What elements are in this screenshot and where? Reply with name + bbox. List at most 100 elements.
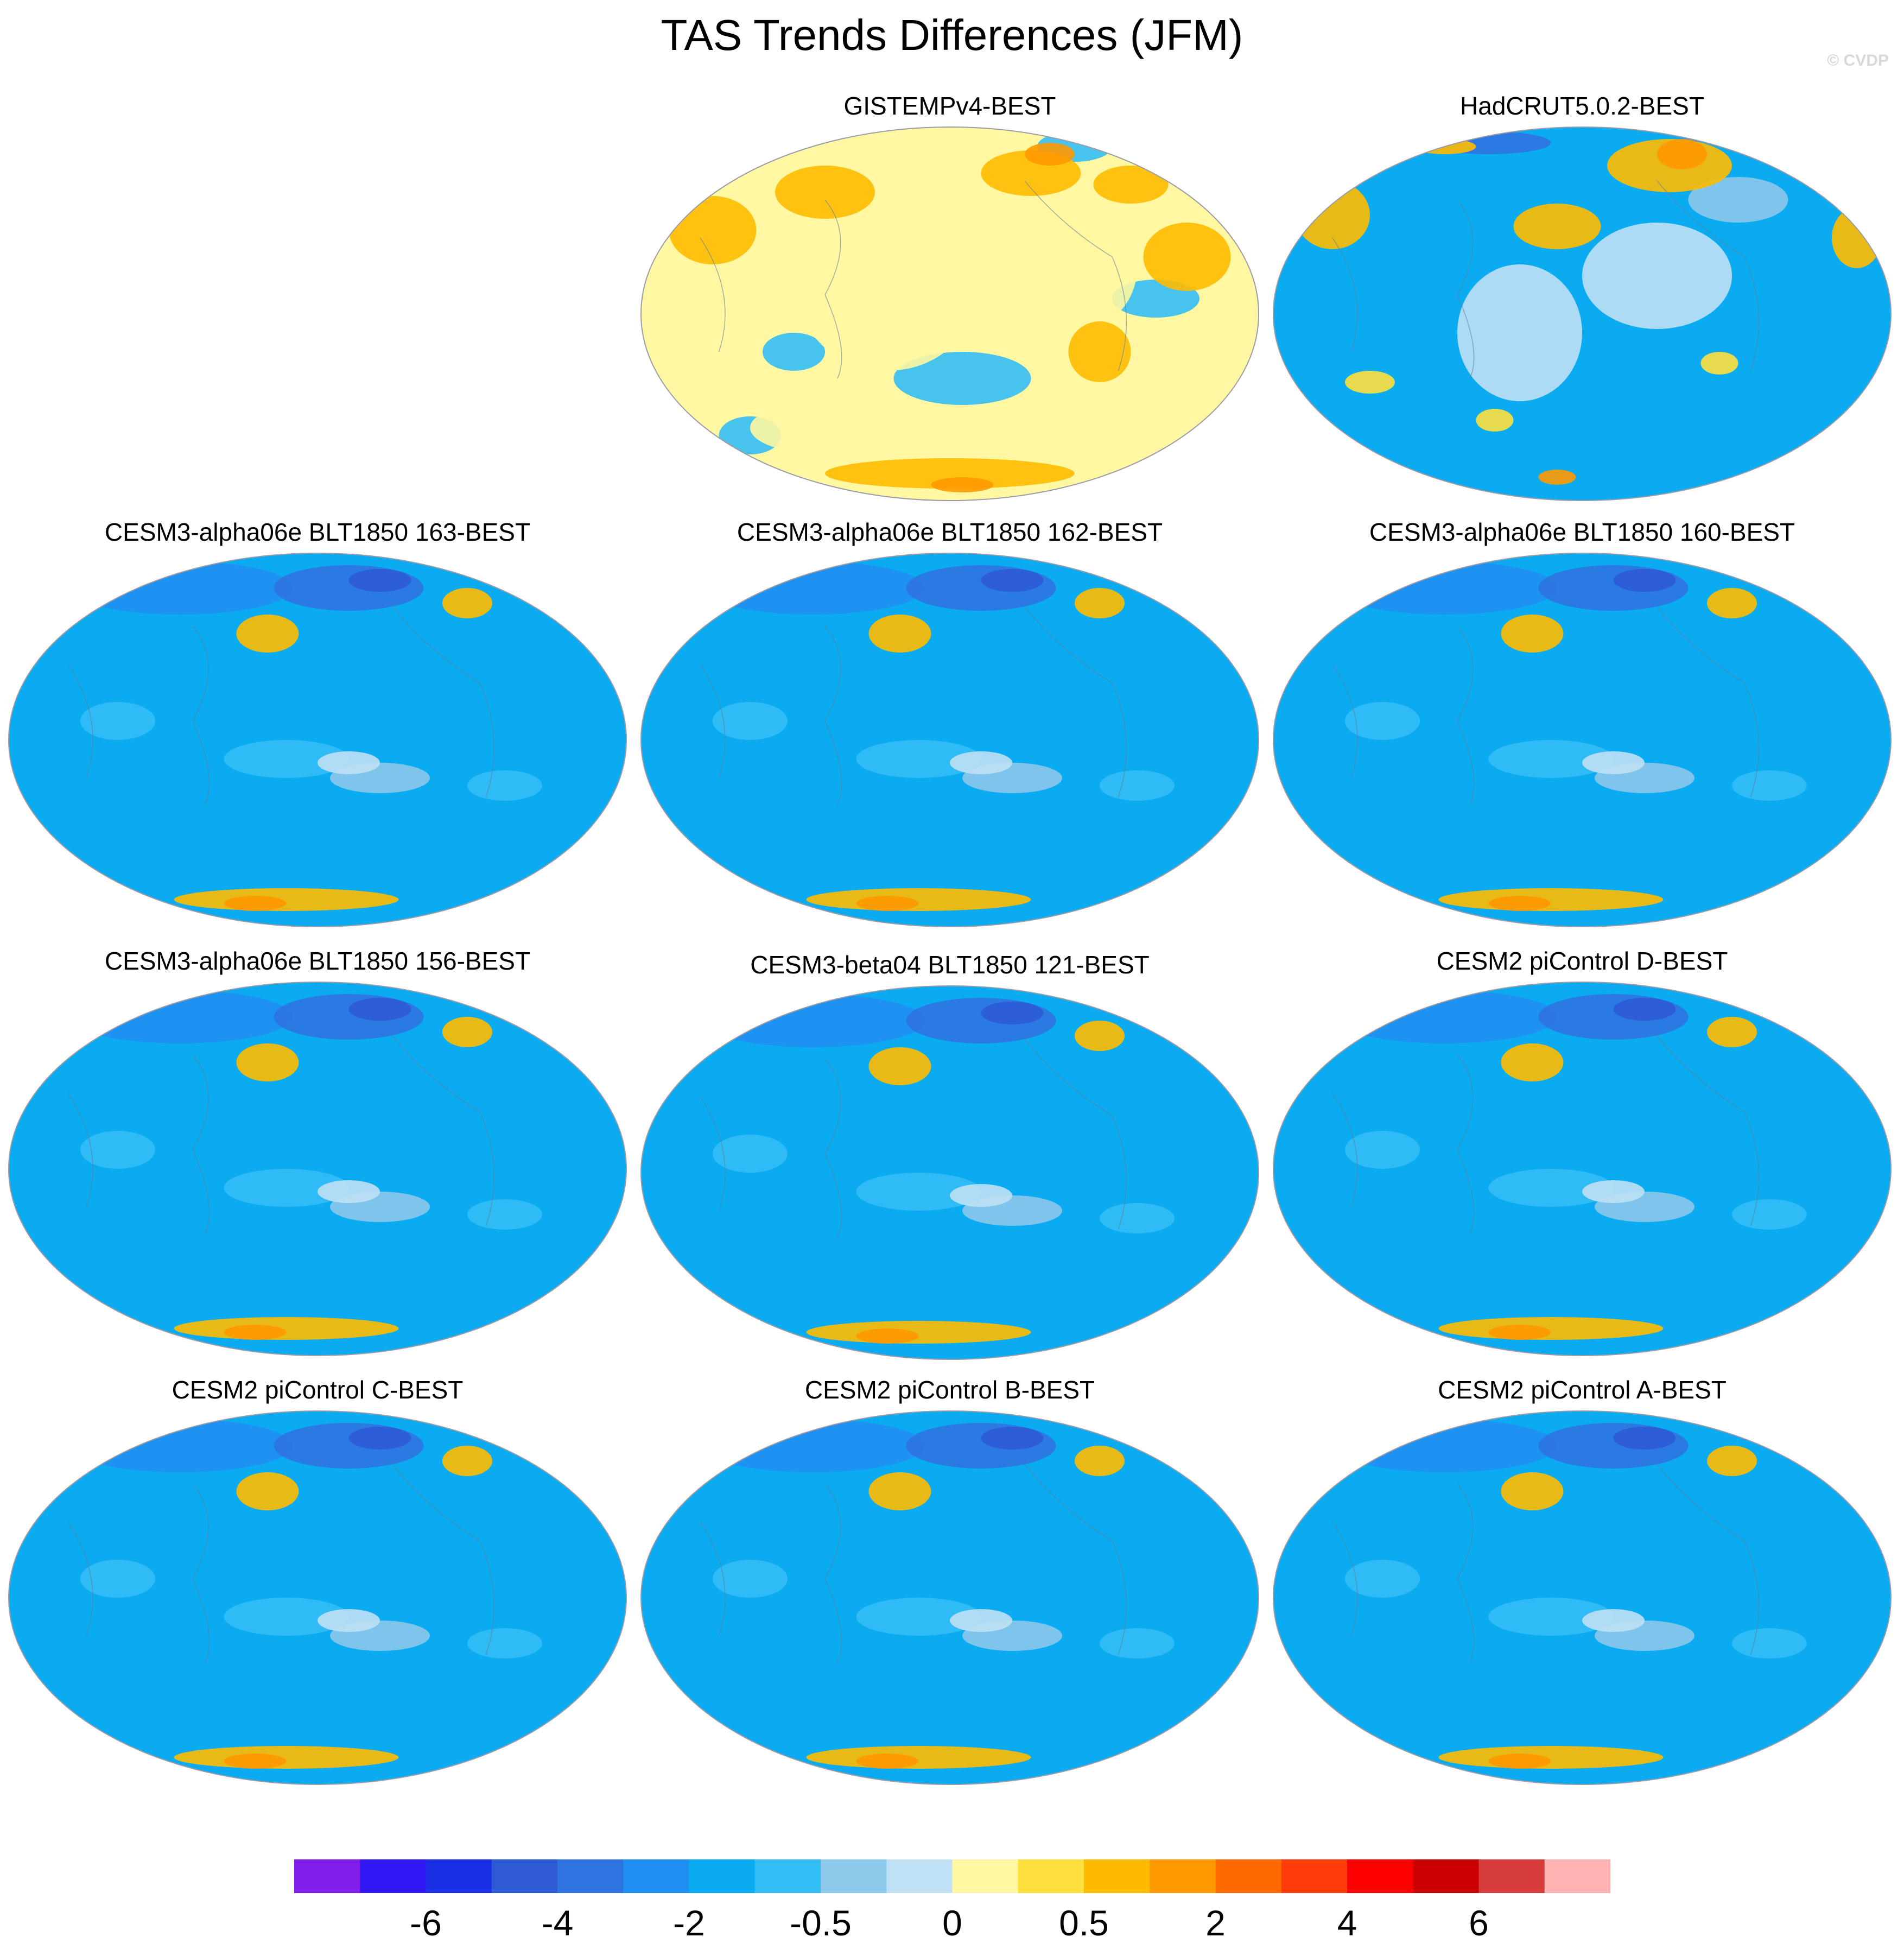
trend-contour-patch [174,888,399,911]
panel-cesm2-c: CESM2 piControl C-BEST [5,1376,630,1789]
panel-hadcrut: HadCRUT5.0.2-BEST [1270,92,1894,505]
trend-contour-patch [1075,588,1125,618]
panel-title: CESM2 piControl C-BEST [172,1376,464,1404]
trend-contour-patch [1488,896,1551,911]
trend-contour-patch [1538,470,1576,485]
map-cesm3-beta04 [640,985,1259,1360]
colorbar-tick-label: 0.5 [1059,1903,1109,1943]
colorbar-tick-label: -6 [410,1903,442,1943]
trend-contour-patch [1100,1203,1175,1233]
trend-contour-patch [1068,321,1131,382]
trend-contour-patch [1488,740,1614,778]
map-outline [640,1410,1259,1785]
trend-contour-patch [224,740,349,778]
trend-contour-patch [981,1002,1044,1024]
trend-contour-patch [981,1427,1044,1450]
trend-contour-patch [442,1446,492,1476]
map-gistemp [640,126,1259,501]
map-ocean-fill [1273,1411,1891,1784]
coastline [700,1039,1127,1238]
trend-contour-patch [224,1325,287,1340]
panel-title: CESM3-alpha06e BLT1850 156-BEST [104,947,531,975]
trend-contour-patch [713,702,788,740]
colorbar-tick-label: 2 [1205,1903,1226,1943]
map-outline [1273,982,1892,1356]
map-ocean-fill [641,986,1259,1359]
trend-contour-patch [856,896,919,911]
coastline [700,1464,1127,1663]
colorbar-swatch [491,1859,558,1893]
map-ocean-fill [641,553,1259,927]
map-ocean-fill [9,553,626,927]
trend-contour-patch [174,1746,399,1769]
map-cesm2-d [1273,982,1892,1356]
map-outline [640,985,1259,1360]
cvdp-credit: © CVDP [1827,52,1889,69]
coastline [67,1464,494,1663]
trend-contour-patch [442,1017,492,1047]
trend-contour-patch [713,1135,788,1173]
trend-contour-patch [1832,207,1882,268]
trend-contour-patch [1613,998,1676,1021]
coastline [67,606,494,805]
colorbar-swatch [426,1859,492,1893]
trend-contour-patch [856,1598,981,1636]
trend-contour-patch [1093,166,1169,204]
trend-contour-patch [442,588,492,618]
trend-contour-patch [236,1472,299,1510]
panel-cesm2-a: CESM2 piControl A-BEST [1270,1376,1894,1789]
panel-cesm2-d: CESM2 piControl D-BEST [1270,947,1894,1360]
colorbar-tick-label: 6 [1469,1903,1489,1943]
trend-contour-patch [224,896,287,911]
trend-contour-patch [1457,264,1582,401]
coastline [1332,1464,1759,1663]
map-outline [1273,126,1892,501]
colorbar-swatch [294,1859,360,1893]
coastline [700,606,1127,805]
trend-contour-patch [1345,702,1420,740]
trend-contour-patch [1613,569,1676,592]
coastline [1332,1035,1759,1234]
trend-contour-patch [868,1047,931,1085]
trend-contour-patch [856,1328,919,1344]
trend-contour-patch [1732,1628,1807,1659]
coastline [1332,180,1759,379]
trend-contour-patch [1438,888,1664,911]
trend-contour-patch [1488,1169,1614,1207]
map-ocean-fill [1273,127,1891,501]
colorbar-swatch [1413,1859,1480,1893]
map-cesm2-a [1273,1410,1892,1785]
colorbar-swatch [689,1859,756,1893]
panel-title: CESM2 piControl A-BEST [1438,1376,1727,1404]
panel-title: CESM3-alpha06e BLT1850 162-BEST [737,518,1163,546]
map-ocean-fill [1273,982,1891,1356]
trend-contour-patch [318,1609,380,1632]
trend-contour-patch [467,1628,542,1659]
colorbar-swatch [821,1859,887,1893]
panel-title: HadCRUT5.0.2-BEST [1460,92,1704,120]
trend-contour-patch [1345,371,1395,394]
colorbar-tick-label: -4 [541,1903,574,1943]
map-outline [640,553,1259,927]
panel-cesm3-162: CESM3-alpha06e BLT1850 162-BEST [638,518,1262,931]
coastline [67,1035,494,1234]
trend-contour-patch [224,1754,287,1769]
map-outline [8,1410,627,1785]
trend-contour-patch [856,1754,919,1769]
trend-contour-patch [1732,1199,1807,1230]
trend-contour-patch [1295,181,1370,249]
map-ocean-fill [9,982,626,1356]
map-outline [8,553,627,927]
trend-contour-patch [713,1560,788,1598]
trend-contour-patch [950,1184,1012,1207]
trend-contour-patch [236,1043,299,1081]
trend-contour-patch [1488,1754,1551,1769]
colorbar-swatch [886,1859,953,1893]
panel-cesm3-beta04: CESM3-beta04 BLT1850 121-BEST [638,951,1262,1364]
trend-contour-patch [856,1173,981,1211]
colorbar-swatch [1281,1859,1348,1893]
trend-contour-patch [1345,1131,1420,1169]
trend-contour-patch [800,219,975,371]
colorbar-swatch [1084,1859,1150,1893]
trend-contour-patch [950,1609,1012,1632]
